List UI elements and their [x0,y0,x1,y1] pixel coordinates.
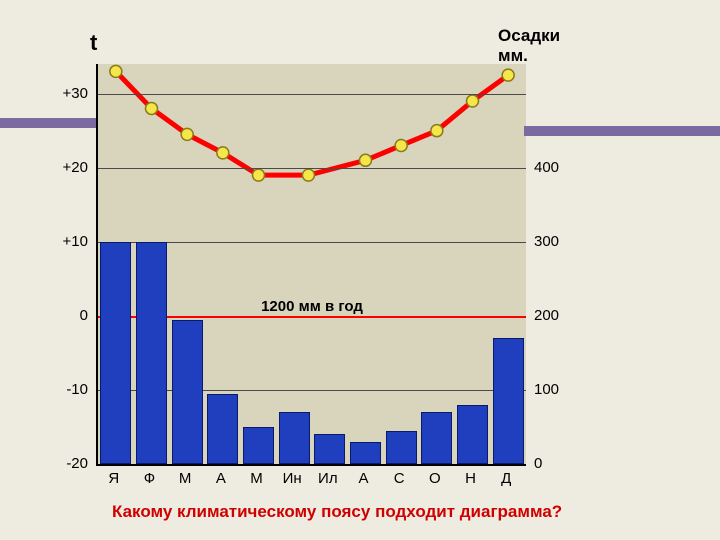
precip-tick-label: 100 [534,381,559,398]
precip-bar [314,434,345,464]
temperature-marker [253,169,265,181]
temperature-marker [217,147,229,159]
precip-bar [350,442,381,464]
temperature-marker [431,125,443,137]
month-label: А [358,470,368,487]
precip-bar [279,412,310,464]
temp-tick-label: -10 [46,381,88,398]
precip-bar [172,320,203,464]
plot-area: 1200 мм в год [96,64,526,466]
month-label: Ф [144,470,155,487]
temperature-line [116,71,508,175]
month-label: С [394,470,405,487]
month-label: М [250,470,263,487]
stage: 1200 мм в год t Осадкимм. Какому климати… [0,0,720,540]
temperature-marker [110,65,122,77]
decorative-band [524,126,720,136]
temp-tick-label: +10 [46,233,88,250]
temp-tick-label: +30 [46,85,88,102]
temp-tick-label: -20 [46,455,88,472]
gridline [98,94,526,95]
precip-tick-label: 0 [534,455,542,472]
temperature-marker [360,154,372,166]
precip-bar [493,338,524,464]
month-label: Ил [318,470,338,487]
month-label: Ин [283,470,302,487]
month-label: М [179,470,192,487]
precip-tick-label: 400 [534,159,559,176]
precip-bar [421,412,452,464]
precip-bar [386,431,417,464]
annual-precip-label: 1200 мм в год [261,298,363,315]
temp-tick-label: 0 [46,307,88,324]
gridline [98,168,526,169]
precip-bar [207,394,238,464]
temperature-marker [302,169,314,181]
precip-bar [136,242,167,464]
temperature-axis-title: t [90,30,97,56]
precip-bar [243,427,274,464]
precip-tick-label: 200 [534,307,559,324]
month-label: О [429,470,441,487]
precipitation-axis-title: Осадкимм. [498,26,560,66]
temperature-marker [502,69,514,81]
temperature-marker [467,95,479,107]
month-label: А [216,470,226,487]
temperature-marker [395,139,407,151]
precip-tick-label: 300 [534,233,559,250]
month-label: Н [465,470,476,487]
month-label: Я [108,470,119,487]
decorative-band [0,118,96,128]
precip-bar [100,242,131,464]
question-text: Какому климатическому поясу подходит диа… [112,502,562,522]
month-label: Д [501,470,511,487]
temp-tick-label: +20 [46,159,88,176]
temperature-marker [181,128,193,140]
temperature-marker [146,102,158,114]
precip-bar [457,405,488,464]
